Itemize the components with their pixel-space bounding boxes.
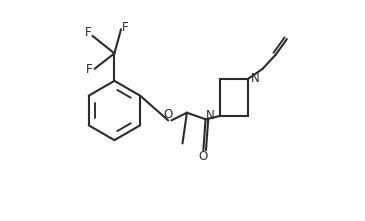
Text: O: O: [164, 108, 173, 121]
Text: F: F: [86, 63, 92, 76]
Text: F: F: [122, 21, 129, 34]
Text: N: N: [205, 109, 214, 122]
Text: N: N: [251, 72, 259, 85]
Text: O: O: [199, 150, 208, 163]
Text: F: F: [85, 26, 91, 39]
